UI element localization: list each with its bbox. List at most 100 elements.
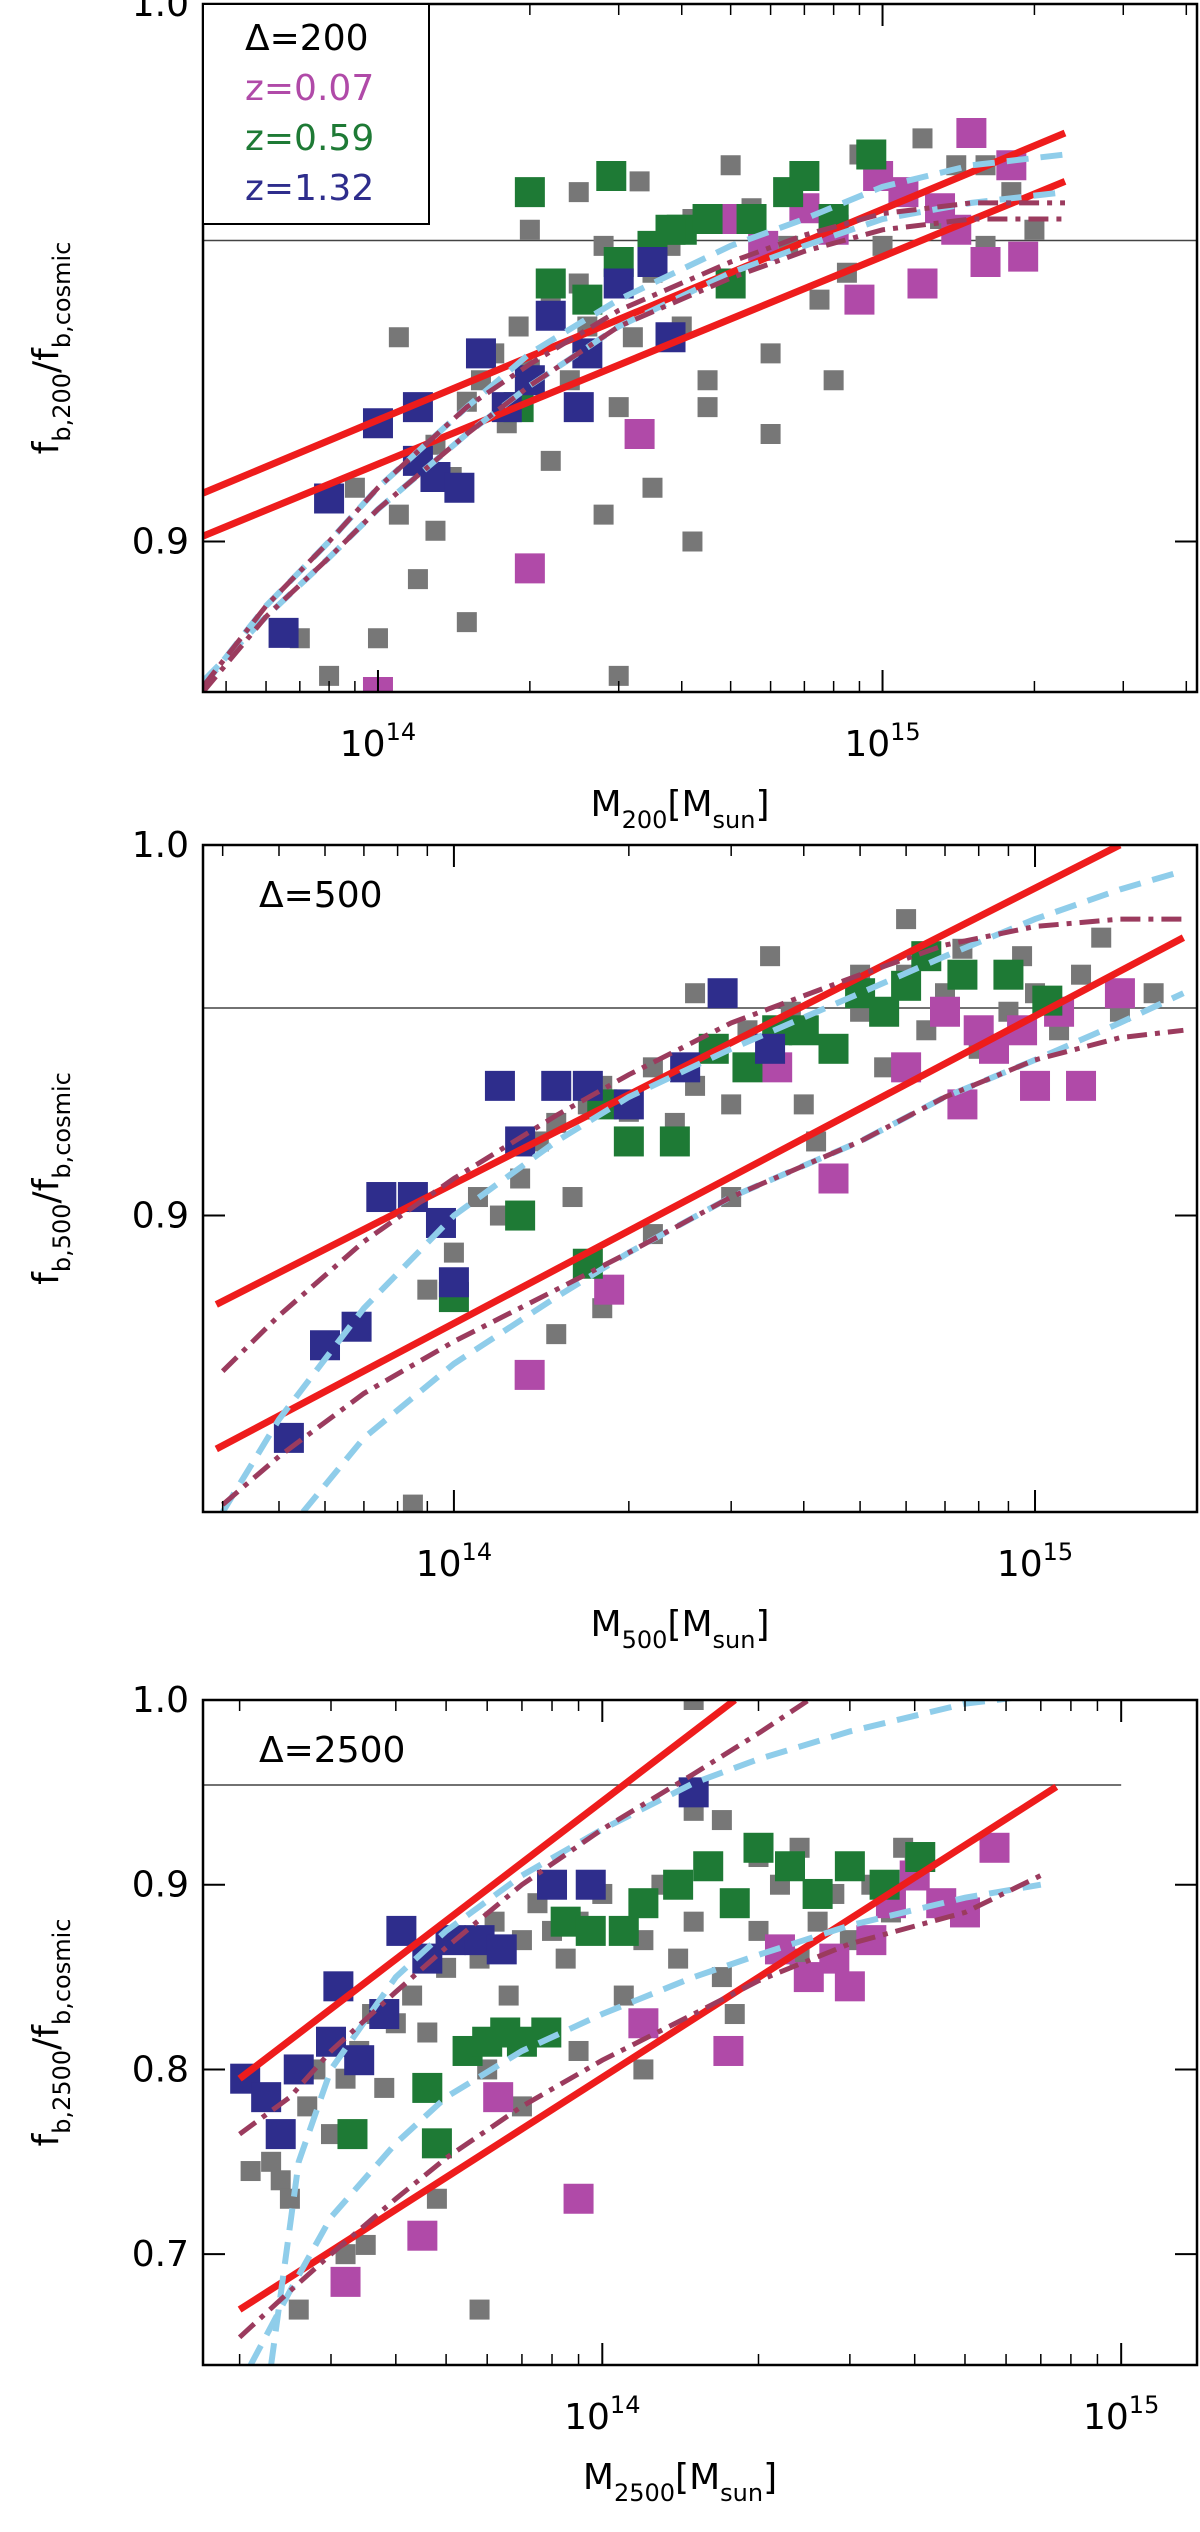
panel-middle: 0.9 1.0 1014 1015 M500[Msun] fb,500/fb,cosmic… xyxy=(26,825,1199,1654)
legend-entry: z=1.32 xyxy=(245,168,374,209)
data-point xyxy=(1071,964,1092,985)
series-2 xyxy=(337,1832,936,2159)
data-point xyxy=(736,204,767,234)
data-point xyxy=(608,665,629,686)
data-point xyxy=(724,2004,745,2025)
data-point xyxy=(367,628,388,649)
data-point xyxy=(637,247,668,277)
data-point xyxy=(789,161,820,191)
data-point xyxy=(818,1033,849,1064)
data-point xyxy=(834,1971,865,2002)
y-tick-label: 1.0 xyxy=(132,0,189,25)
data-point xyxy=(834,1851,865,1882)
data-point xyxy=(628,1888,659,1919)
data-point xyxy=(683,1700,704,1710)
data-point xyxy=(947,959,978,990)
data-point xyxy=(896,909,917,930)
fit-line-solid xyxy=(237,1700,737,2082)
y-tick-label: 1.0 xyxy=(132,1680,189,1721)
data-point xyxy=(1024,219,1045,240)
x-tick-label: 1015 xyxy=(997,1538,1073,1585)
data-point xyxy=(693,1851,724,1882)
plot-frame xyxy=(201,1698,1199,2367)
fit-line-dashdot xyxy=(203,200,1065,689)
data-point xyxy=(692,204,723,234)
x-tick-label: 1015 xyxy=(1083,2391,1159,2438)
data-point xyxy=(540,450,561,471)
data-point xyxy=(642,477,663,498)
data-point xyxy=(720,155,741,176)
data-point xyxy=(629,171,650,192)
y-axis-label: fb,500/fb,cosmic xyxy=(26,1072,76,1285)
plot-area xyxy=(203,118,1197,692)
panel-top: 0.9 1.0 1014 1015 M200[Msun] fb,200/fb,cosmic… xyxy=(26,0,1199,834)
data-point xyxy=(711,1967,732,1988)
data-point xyxy=(1020,1070,1051,1101)
data-point xyxy=(563,2183,594,2214)
data-point xyxy=(535,268,566,299)
data-point xyxy=(483,2082,514,2113)
data-point xyxy=(596,161,627,191)
data-point xyxy=(1008,241,1039,272)
fit-line-dashdot xyxy=(237,1873,1042,2340)
data-point xyxy=(555,1948,576,1969)
data-point xyxy=(748,1920,769,1941)
data-point xyxy=(683,1911,704,1932)
series-3 xyxy=(273,978,786,1453)
data-point xyxy=(1104,978,1135,1009)
data-point xyxy=(970,247,1001,277)
plot-frame xyxy=(201,843,1199,1514)
data-point xyxy=(514,177,545,208)
data-point xyxy=(519,219,540,240)
x-tick-label: 1015 xyxy=(844,718,920,765)
series-3 xyxy=(230,1777,709,2150)
x-axis-label: M200[Msun] xyxy=(591,784,770,834)
data-point xyxy=(823,370,844,391)
fit-line-dashdot xyxy=(238,1700,811,2137)
data-point xyxy=(443,1242,464,1263)
data-point xyxy=(613,1126,644,1157)
data-point xyxy=(668,1948,689,1969)
y-tick-label: 1.0 xyxy=(132,825,189,866)
data-point xyxy=(270,2170,291,2191)
fit-line-dashed xyxy=(220,868,1185,1512)
data-point xyxy=(344,477,365,498)
x-tick-label: 1014 xyxy=(340,718,416,765)
x-axis-label: M2500[Msun] xyxy=(583,2457,777,2507)
data-point xyxy=(993,959,1024,990)
x-tick-label: 1014 xyxy=(416,1538,492,1585)
data-point xyxy=(421,2128,452,2159)
data-point xyxy=(633,2059,654,2080)
y-tick-label: 0.9 xyxy=(132,522,189,563)
legend-entry: Δ=200 xyxy=(245,18,369,59)
data-point xyxy=(594,1274,625,1305)
data-point xyxy=(288,2299,309,2320)
y-axis-label: fb,200/fb,cosmic xyxy=(26,242,76,455)
data-point xyxy=(663,1869,694,1900)
data-point xyxy=(498,1985,519,2006)
data-point xyxy=(760,946,781,967)
data-point xyxy=(546,1324,567,1345)
data-point xyxy=(355,2234,376,2255)
fit-line-dashed xyxy=(300,990,1185,1512)
data-point xyxy=(535,300,566,331)
x-axis-label: M500[Msun] xyxy=(591,1604,770,1654)
data-point xyxy=(788,1015,819,1046)
data-point xyxy=(818,1163,849,1194)
plot-area xyxy=(203,1700,1122,2365)
data-point xyxy=(575,1915,606,1946)
fit-line-dashdot xyxy=(220,916,1184,1373)
plot-frame xyxy=(201,2,1199,694)
data-point xyxy=(979,1832,1010,1863)
data-point xyxy=(711,1810,732,1831)
data-point xyxy=(484,1070,515,1101)
data-point xyxy=(261,2151,282,2172)
fit-line-dashed xyxy=(268,1700,1021,2365)
data-point xyxy=(425,1207,456,1238)
data-point xyxy=(869,996,900,1027)
data-point xyxy=(760,424,781,444)
data-point xyxy=(1066,1070,1097,1101)
data-point xyxy=(1143,983,1164,1004)
y-tick-label: 0.9 xyxy=(132,1196,189,1237)
